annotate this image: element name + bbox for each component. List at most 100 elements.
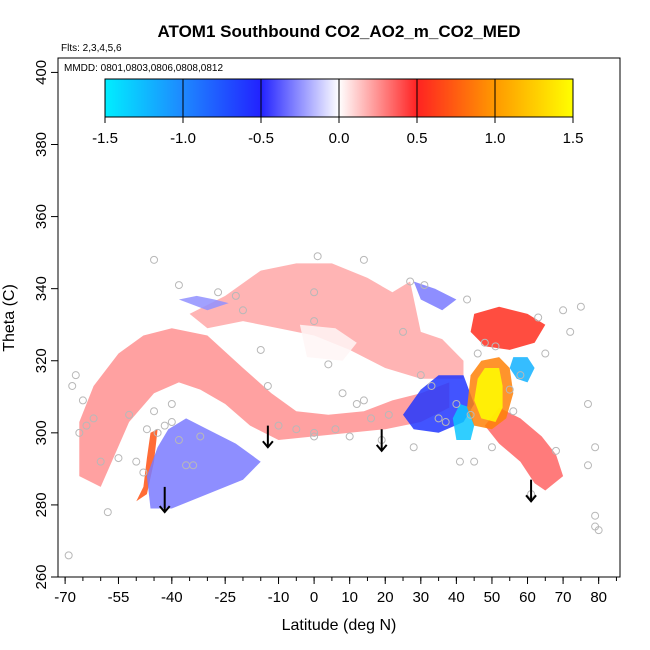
- observation-point: [359, 396, 368, 405]
- observation-point: [231, 291, 240, 300]
- observation-point: [463, 295, 472, 304]
- observation-point: [310, 288, 319, 297]
- observation-point: [505, 385, 514, 394]
- observation-point: [452, 400, 461, 408]
- down-arrow-head: [158, 505, 171, 514]
- observation-point: [420, 281, 429, 290]
- observation-point: [359, 255, 368, 264]
- x-tick-label: -10: [268, 589, 290, 606]
- observation-point: [196, 432, 205, 441]
- observation-point: [114, 454, 123, 463]
- tropical-white-gap: [299, 324, 357, 361]
- observation-point: [150, 255, 159, 264]
- colorbar: -1.5 -1.0 -0.5 0.0 0.5 1.0 1.5: [92, 78, 584, 147]
- x-tick-label: -40: [161, 589, 183, 606]
- x-tick-label: 30: [412, 589, 429, 606]
- observation-point: [167, 418, 176, 427]
- observation-point: [142, 425, 151, 434]
- observation-point: [427, 381, 436, 390]
- colorbar-tick-label: 1.0: [485, 130, 506, 147]
- y-tick-label: 300: [33, 420, 50, 445]
- down-arrow-head: [262, 440, 274, 449]
- observation-point: [559, 306, 568, 315]
- x-tick-label: 70: [555, 589, 572, 606]
- x-tick-label: 50: [484, 589, 501, 606]
- observation-point: [566, 327, 575, 336]
- observation-point: [167, 400, 176, 408]
- x-tick-label: 10: [341, 589, 358, 606]
- observation-point: [470, 457, 479, 466]
- observation-point: [576, 302, 585, 311]
- observation-point: [487, 443, 496, 452]
- x-axis-label: Latitude (deg N): [282, 617, 397, 634]
- y-tick-label: 360: [33, 204, 50, 229]
- observation-point: [591, 511, 600, 520]
- observation-point: [189, 461, 198, 470]
- observation-point: [214, 288, 223, 297]
- x-tick-label: 60: [519, 589, 536, 606]
- y-tick-label: 400: [33, 60, 50, 85]
- north-red-upper-band: [470, 306, 546, 350]
- observation-point: [132, 457, 141, 466]
- observation-point: [78, 396, 87, 405]
- y-tick-label: 340: [33, 276, 50, 301]
- observation-point: [409, 443, 418, 452]
- observation-point: [434, 414, 443, 423]
- chart-title: ATOM1 Southbound CO2_AO2_m_CO2_MED: [157, 22, 520, 41]
- flights-label: Flts: 2,3,4,5,6: [61, 43, 122, 54]
- observation-point: [583, 400, 592, 408]
- observation-point: [399, 327, 408, 336]
- colorbar-tick-label: 1.5: [563, 130, 584, 147]
- observation-point: [313, 252, 322, 261]
- observation-point: [125, 410, 134, 419]
- y-tick-label: 320: [33, 348, 50, 373]
- observation-point: [310, 432, 319, 441]
- observation-point: [256, 345, 265, 354]
- observation-point: [263, 381, 272, 390]
- observation-point: [174, 436, 183, 445]
- axes: -70 -55 -40 -25 -10 0 10 20 30 40 50 60 70 80 260 280 30…: [33, 57, 621, 606]
- observation-point: [292, 425, 301, 434]
- observation-point: [139, 468, 148, 477]
- observation-point: [310, 317, 319, 326]
- observation-point: [150, 407, 159, 416]
- observation-point: [473, 349, 482, 358]
- observation-point: [160, 421, 169, 430]
- upper-red-band: [189, 263, 464, 379]
- x-tick-label: 20: [377, 589, 394, 606]
- upper-blue-patch: [178, 295, 229, 311]
- colorbar-tick-label: -0.5: [248, 130, 274, 147]
- y-axis-label: Theta (C): [1, 284, 18, 352]
- observation-point: [367, 414, 376, 423]
- observation-point: [75, 428, 84, 437]
- observation-point: [516, 371, 525, 380]
- observation-point: [406, 277, 415, 286]
- observation-point: [441, 418, 450, 427]
- colorbar-tick-label: -1.0: [170, 130, 196, 147]
- colorbar-tick-label: -1.5: [92, 130, 118, 147]
- observation-point: [96, 457, 105, 466]
- north-upper-blue-fringe: [413, 281, 457, 311]
- observation-point: [153, 428, 162, 437]
- y-tick-label: 260: [33, 564, 50, 589]
- x-tick-label: -55: [108, 589, 130, 606]
- observation-point: [509, 407, 518, 416]
- observation-point: [551, 446, 560, 455]
- observation-point: [455, 457, 464, 466]
- hotspot-core: [474, 368, 503, 422]
- north-red-lower-band: [484, 407, 564, 491]
- observation-point: [384, 410, 393, 419]
- observation-point: [416, 371, 425, 380]
- observation-point: [491, 342, 500, 351]
- observation-point: [174, 281, 183, 290]
- x-tick-label: -70: [54, 589, 76, 606]
- plot-area: [64, 252, 603, 560]
- observation-point: [324, 360, 333, 369]
- observation-point: [352, 400, 361, 408]
- observation-point: [331, 425, 340, 434]
- y-tick-label: 280: [33, 492, 50, 517]
- observation-point: [541, 349, 550, 358]
- deep-blue-upper-spot: [509, 357, 535, 383]
- y-tick-label: 380: [33, 132, 50, 157]
- x-tick-label: 80: [590, 589, 607, 606]
